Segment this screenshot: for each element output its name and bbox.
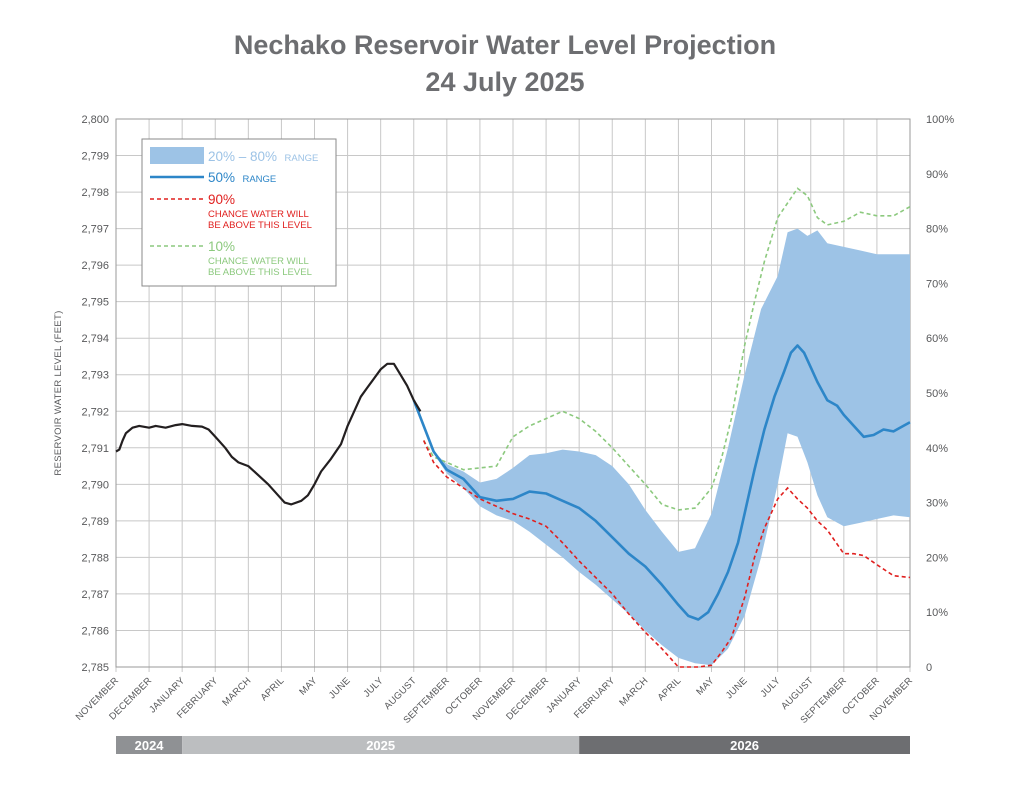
legend-median-label: 50%: [208, 170, 235, 185]
chart-subtitle: 24 July 2025: [425, 67, 584, 97]
x-tick-label: MAY: [297, 675, 320, 698]
y2-tick-label: 80%: [926, 224, 948, 236]
x-tick-label: APRIL: [259, 675, 287, 703]
year-segment: [116, 736, 183, 754]
year-segment: [182, 736, 580, 754]
legend-median-suffix: RANGE: [242, 174, 276, 185]
year-label: 2024: [135, 738, 165, 753]
y-axis-right: 100% 90% 80% 70% 60% 50% 40% 30% 20% 10% 0: [926, 114, 954, 674]
x-tick-label: MARCH: [220, 675, 253, 708]
median-line: [412, 344, 911, 621]
legend-p90-line1: CHANCE WATER WILL: [208, 209, 309, 220]
band-area: [413, 228, 910, 666]
legend-p90-label: 90%: [208, 192, 235, 207]
chart-title: Nechako Reservoir Water Level Projection: [234, 30, 776, 60]
p90-line: [422, 440, 911, 668]
year-label: 2026: [730, 738, 759, 753]
x-tick-label: JULY: [759, 675, 784, 700]
legend-p10-line2: BE ABOVE THIS LEVEL: [208, 267, 312, 278]
x-tick-label: APRIL: [656, 675, 684, 703]
y2-tick-label: 20%: [926, 552, 948, 564]
y2-tick-label: 10%: [926, 607, 948, 619]
range-band-20-80: [413, 228, 910, 666]
y2-tick-label: 70%: [926, 278, 948, 290]
y-tick-label: 2,796: [81, 260, 109, 272]
y2-tick-label: 40%: [926, 443, 948, 455]
y2-tick-label: 90%: [926, 169, 948, 181]
y2-tick-label: 60%: [926, 333, 948, 345]
legend: 20% – 80% RANGE 50% RANGE 90% CHANCE WAT…: [141, 138, 337, 287]
series-lines: [115, 187, 911, 668]
y-tick-label: 2,798: [81, 187, 109, 199]
x-tick-label: JUNE: [327, 675, 353, 701]
y-tick-label: 2,785: [81, 662, 109, 674]
y-tick-label: 2,794: [81, 333, 109, 345]
historical-line: [115, 362, 422, 506]
p10-line: [423, 187, 911, 511]
y-tick-label: 2,793: [81, 370, 109, 382]
year-bar: 2024 2025 2026: [116, 736, 910, 754]
y-tick-label: 2,791: [81, 443, 109, 455]
y-tick-label: 2,786: [81, 625, 109, 637]
x-tick-label: JUNE: [724, 675, 750, 701]
svg-text:50% RANGE: 50% RANGE: [208, 169, 276, 186]
legend-p90-line2: BE ABOVE THIS LEVEL: [208, 220, 312, 231]
year-segment: [579, 736, 910, 754]
y-tick-label: 2,799: [81, 151, 109, 163]
y-tick-label: 2,797: [81, 224, 109, 236]
y2-tick-label: 100%: [926, 114, 954, 126]
legend-p10-line1: CHANCE WATER WILL: [208, 256, 309, 267]
legend-band-label: 20% – 80%: [208, 149, 277, 164]
y-tick-label: 2,795: [81, 297, 109, 309]
legend-swatch-band: [150, 147, 204, 164]
y2-tick-label: 30%: [926, 498, 948, 510]
y-tick-label: 2,790: [81, 479, 109, 491]
gridlines: [115, 118, 911, 672]
x-tick-label: MARCH: [617, 675, 650, 708]
y-tick-label: 2,789: [81, 516, 109, 528]
y-tick-label: 2,787: [81, 589, 109, 601]
y2-tick-label: 50%: [926, 388, 948, 400]
x-tick-label: JULY: [362, 675, 387, 700]
y-tick-label: 2,792: [81, 406, 109, 418]
x-tick-label: MAY: [694, 675, 717, 698]
y-axis-left: 2,800 2,799 2,798 2,797 2,796 2,795 2,794 2,793…: [81, 114, 109, 674]
legend-p10-label: 10%: [208, 239, 235, 254]
svg-text:20% – 80% RANGE: 20% – 80% RANGE: [208, 148, 318, 165]
y-tick-label: 2,800: [81, 114, 109, 126]
y2-tick-label: 0: [926, 662, 932, 674]
y-tick-label: 2,788: [81, 552, 109, 564]
year-label: 2025: [366, 738, 395, 753]
legend-band-suffix: RANGE: [285, 153, 319, 164]
y-axis-title: RESERVOIR WATER LEVEL (FEET): [53, 310, 64, 475]
